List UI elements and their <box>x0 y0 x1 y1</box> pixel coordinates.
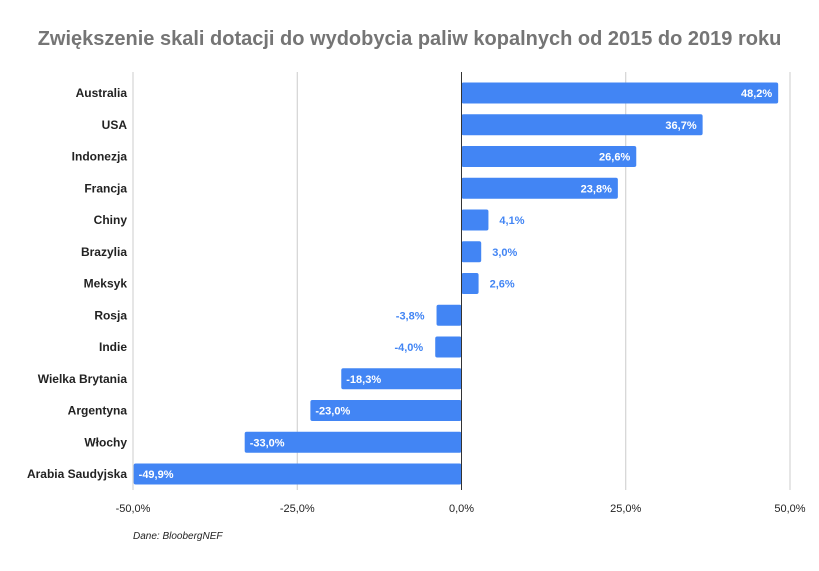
category-label: Indie <box>99 340 127 354</box>
category-label: Brazylia <box>81 245 127 259</box>
data-label: -3,8% <box>396 310 425 322</box>
bar <box>461 177 618 199</box>
data-label: 2,6% <box>490 279 515 291</box>
bar <box>310 400 462 421</box>
data-label: 3,0% <box>492 247 517 259</box>
source-note: Dane: BloobergNEF <box>133 531 223 542</box>
bar <box>461 114 703 136</box>
x-tick-label: -25,0% <box>280 503 315 515</box>
bar <box>461 82 779 104</box>
category-label: Francja <box>84 181 127 195</box>
category-label: Chiny <box>94 213 128 227</box>
x-tick-label: 50,0% <box>774 503 805 515</box>
data-label: -4,0% <box>394 342 423 354</box>
category-label: Australia <box>76 86 128 100</box>
category-label: Indonezja <box>72 150 128 164</box>
category-label: Wielka Brytania <box>38 372 128 386</box>
x-tick-label: 0,0% <box>449 503 474 515</box>
bar <box>435 336 462 358</box>
x-tick-label: 25,0% <box>610 503 641 515</box>
bar <box>461 146 637 167</box>
data-label: 23,8% <box>581 183 612 195</box>
data-label: -49,9% <box>139 469 174 481</box>
label-layer: Australia 48,2% USA 36,7% Indonezja 26,6% Fran… <box>27 86 772 481</box>
grid-layer <box>132 72 791 490</box>
category-label: Argentyna <box>68 404 128 418</box>
data-label: 26,6% <box>599 152 630 164</box>
data-label: 36,7% <box>665 120 696 132</box>
bar <box>461 241 482 263</box>
bar <box>436 304 462 326</box>
category-label: Arabia Saudyjska <box>27 467 127 481</box>
tick-layer: -50,0% -25,0% 0,0% 25,0% 50,0% <box>116 503 806 515</box>
bar <box>461 209 489 231</box>
category-label: Rosja <box>94 308 127 322</box>
bar <box>244 431 462 453</box>
bar <box>461 273 479 294</box>
bar <box>341 368 462 390</box>
data-label: -23,0% <box>315 406 350 418</box>
bar-layer <box>133 82 779 485</box>
category-label: USA <box>102 118 128 132</box>
data-label: 4,1% <box>499 215 524 227</box>
data-label: -18,3% <box>346 374 381 386</box>
bar <box>133 463 462 485</box>
data-label: 48,2% <box>741 88 772 100</box>
category-label: Meksyk <box>84 277 128 291</box>
x-tick-label: -50,0% <box>116 503 151 515</box>
category-label: Włochy <box>84 435 127 449</box>
chart-title: Zwiększenie skali dotacji do wydobycia p… <box>37 28 782 50</box>
data-label: -33,0% <box>250 437 285 449</box>
